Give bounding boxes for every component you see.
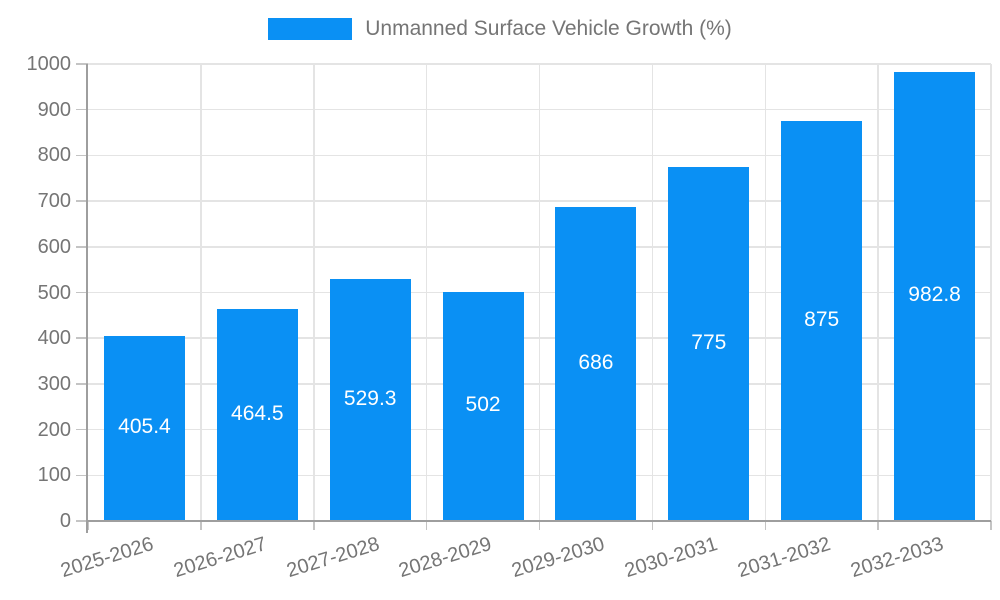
gridline-v [990,64,992,521]
y-axis-label: 300 [37,372,71,395]
bar[interactable]: 529.3 [329,279,411,521]
x-axis-label: 2025-2026 [57,533,156,583]
y-axis-line [86,64,88,533]
bar-value-label: 464.5 [231,401,284,425]
chart-legend[interactable]: Unmanned Surface Vehicle Growth (%) [0,16,1000,42]
y-axis-label: 1000 [26,53,72,75]
y-tick-mark [76,63,88,65]
x-tick-mark [200,521,202,530]
gridline-v [313,64,315,521]
x-axis-label: 2032-2033 [848,533,946,583]
y-axis-label: 800 [37,144,71,167]
bar-value-label: 529.3 [343,387,397,411]
y-tick-mark [76,291,88,294]
bar[interactable]: 982.8 [894,71,976,521]
bar[interactable]: 502 [442,291,524,521]
bar-value-label: 875 [804,308,840,332]
legend-swatch [268,18,353,40]
x-tick-mark [425,521,428,530]
x-axis-label: 2027-2028 [283,533,382,583]
y-tick-mark [76,200,88,202]
y-axis-label: 500 [37,281,71,304]
x-axis-label: 2026-2027 [170,533,269,583]
legend-label: Unmanned Surface Vehicle Growth (%) [365,17,732,40]
gridline-v [877,64,879,521]
x-axis-label: 2030-2031 [622,533,721,583]
bar-value-label: 982.8 [908,283,961,307]
bar-value-label: 686 [578,351,614,375]
bar-value-label: 502 [465,393,501,417]
x-axis-line [88,520,991,522]
x-axis-label: 2031-2032 [735,533,834,583]
x-axis-label: 2029-2030 [509,533,608,583]
y-tick-mark [76,154,88,157]
y-tick-mark [76,246,88,248]
bar-value-label: 775 [691,330,727,354]
bar[interactable]: 686 [555,207,637,521]
y-tick-mark [76,520,88,522]
y-axis-label: 700 [37,190,71,213]
plot-area: 405.4 464.5 529.3 502 686 775 875 982.8 [88,63,992,521]
x-tick-mark [538,521,541,530]
y-axis-label: 900 [37,98,71,121]
x-tick-mark [990,521,992,530]
gridline-v [425,64,428,521]
y-tick-mark [76,108,88,111]
y-axis-label: 600 [37,235,71,258]
x-tick-mark [87,521,89,530]
x-tick-mark [651,521,654,530]
y-tick-mark [76,337,88,339]
gridline-v [764,64,766,521]
y-axis-label: 0 [59,510,71,532]
y-tick-mark [76,474,88,477]
gridline-v [651,64,654,521]
y-tick-mark [76,383,88,385]
bar-value-label: 405.4 [118,415,171,439]
x-tick-mark [877,521,879,530]
x-tick-mark [313,521,315,530]
bar[interactable]: 405.4 [103,335,185,521]
x-tick-mark [764,521,766,530]
bar[interactable]: 875 [781,121,863,521]
y-axis-label: 100 [37,464,71,487]
y-axis-label: 400 [37,327,71,350]
y-axis-label: 200 [37,418,71,441]
x-axis-label: 2028-2029 [396,533,495,583]
y-tick-mark [76,428,88,431]
gridline-v [200,64,202,521]
bar[interactable]: 464.5 [216,308,298,521]
gridline-v [538,64,541,521]
bar[interactable]: 775 [668,166,750,521]
